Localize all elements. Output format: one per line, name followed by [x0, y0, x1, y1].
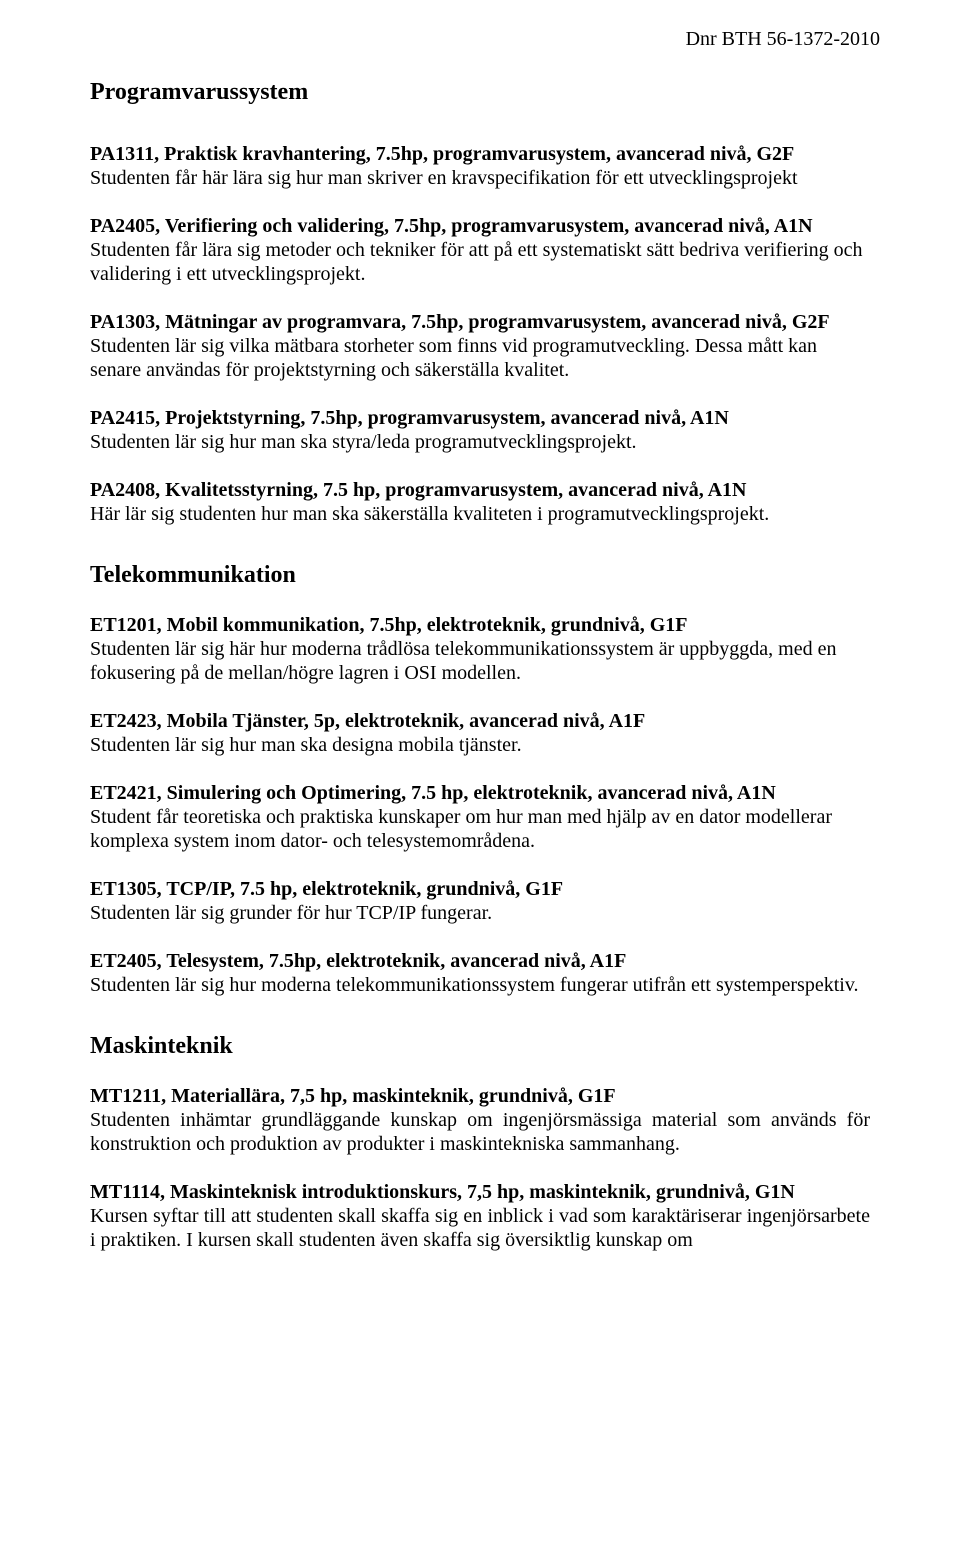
section-title-telekommunikation: Telekommunikation	[90, 562, 870, 589]
course-title: PA2415, Projektstyrning, 7.5hp, programv…	[90, 407, 729, 429]
course-block: MT1211, Materiallära, 7,5 hp, maskintekn…	[90, 1084, 870, 1156]
course-description: Studenten lär sig grunder för hur TCP/IP…	[90, 902, 492, 924]
document-reference-number: Dnr BTH 56-1372-2010	[90, 28, 880, 51]
course-description: Studenten får lära sig metoder och tekni…	[90, 239, 863, 285]
course-title: MT1114, Maskinteknisk introduktionskurs,…	[90, 1181, 795, 1203]
section-title-maskinteknik: Maskinteknik	[90, 1033, 870, 1060]
course-description: Studenten lär sig här hur moderna trådlö…	[90, 638, 837, 684]
course-title: ET2423, Mobila Tjänster, 5p, elektrotekn…	[90, 710, 645, 732]
course-block: ET1201, Mobil kommunikation, 7.5hp, elek…	[90, 613, 870, 685]
course-title: MT1211, Materiallära, 7,5 hp, maskintekn…	[90, 1085, 616, 1107]
course-description: Här lär sig studenten hur man ska säkers…	[90, 503, 769, 525]
course-description: Studenten får här lära sig hur man skriv…	[90, 167, 798, 189]
course-block: PA2415, Projektstyrning, 7.5hp, programv…	[90, 406, 870, 454]
course-title: PA1303, Mätningar av programvara, 7.5hp,…	[90, 311, 830, 333]
course-description: Studenten lär sig hur moderna telekommun…	[90, 974, 859, 996]
course-block: ET2405, Telesystem, 7.5hp, elektroteknik…	[90, 949, 870, 997]
course-block: ET1305, TCP/IP, 7.5 hp, elektroteknik, g…	[90, 877, 870, 925]
document-page: Dnr BTH 56-1372-2010 Programvarussystem …	[0, 0, 960, 1316]
course-block: ET2423, Mobila Tjänster, 5p, elektrotekn…	[90, 709, 870, 757]
course-title: PA2405, Verifiering och validering, 7.5h…	[90, 215, 813, 237]
course-block: PA2405, Verifiering och validering, 7.5h…	[90, 214, 870, 286]
course-block: ET2421, Simulering och Optimering, 7.5 h…	[90, 781, 870, 853]
course-block: PA2408, Kvalitetsstyrning, 7.5 hp, progr…	[90, 478, 870, 526]
course-description: Studenten lär sig hur man ska designa mo…	[90, 734, 522, 756]
section-title-programvarussystem: Programvarussystem	[90, 79, 870, 106]
course-title: ET1305, TCP/IP, 7.5 hp, elektroteknik, g…	[90, 878, 563, 900]
course-block: PA1303, Mätningar av programvara, 7.5hp,…	[90, 310, 870, 382]
course-title: ET2405, Telesystem, 7.5hp, elektroteknik…	[90, 950, 626, 972]
course-block: MT1114, Maskinteknisk introduktionskurs,…	[90, 1180, 870, 1252]
course-title: ET1201, Mobil kommunikation, 7.5hp, elek…	[90, 614, 688, 636]
course-description: Student får teoretiska och praktiska kun…	[90, 806, 832, 852]
course-description: Studenten lär sig vilka mätbara storhete…	[90, 335, 817, 381]
course-title: PA2408, Kvalitetsstyrning, 7.5 hp, progr…	[90, 479, 746, 501]
course-description: Studenten inhämtar grundläggande kunskap…	[90, 1108, 870, 1156]
course-title: PA1311, Praktisk kravhantering, 7.5hp, p…	[90, 143, 794, 165]
course-title: ET2421, Simulering och Optimering, 7.5 h…	[90, 782, 776, 804]
course-description: Kursen syftar till att studenten skall s…	[90, 1204, 870, 1252]
course-description: Studenten lär sig hur man ska styra/leda…	[90, 431, 637, 453]
course-block: PA1311, Praktisk kravhantering, 7.5hp, p…	[90, 142, 870, 190]
